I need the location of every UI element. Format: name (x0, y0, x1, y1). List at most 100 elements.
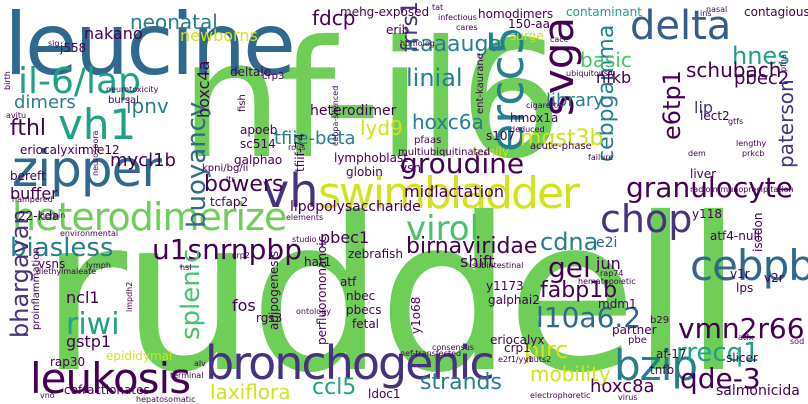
word-ruddell: ruddell (40, 172, 743, 404)
word-bzip: bzip (614, 341, 698, 390)
word-22-kda: 22-kda (18, 209, 60, 223)
word-vh1: vh1 (58, 100, 137, 149)
word-biasless: biasless (10, 233, 114, 263)
word-eriocalyx: eriocalyx (490, 333, 545, 347)
word-leucine: leucine (4, 0, 296, 95)
word-nef-transfected: nef-transfected (400, 349, 462, 358)
word-mdm1: mdm1 (598, 297, 637, 311)
word-laxiflora: laxiflora (210, 380, 291, 404)
word-cacc: cacc (550, 35, 569, 44)
word-riwi: riwi (66, 307, 120, 342)
word-slicer: slicer (726, 351, 758, 365)
word-neurotoxicity: neurotoxicity (106, 85, 159, 94)
word-cebpb: cebpb (690, 241, 808, 290)
word-e6tp1: e6tp1 (658, 70, 686, 140)
word-qde-3: qde-3 (680, 362, 761, 395)
word-strands: strands (420, 370, 502, 395)
word-fabp1b: fabp1b (540, 278, 618, 303)
word-mgst3b: mgst3b (520, 126, 604, 151)
word-deltale: deltale (230, 65, 272, 79)
word-ontology: ontology (296, 307, 331, 316)
word-vh: vh (262, 164, 319, 218)
word-pfna: pfna (779, 54, 788, 72)
word-mobility: mobility (530, 362, 611, 386)
word-pbecs: pbecs (346, 303, 382, 317)
word-ent-kaurane: ent-kaurane (475, 53, 486, 114)
word-sc514: sc514 (240, 137, 276, 151)
word-muts2: muts2 (526, 355, 552, 364)
word-lyd9: lyd9 (360, 116, 403, 140)
word-l10a6.2: l10a6.2 (536, 301, 642, 334)
word-lengthy: lengthy (736, 139, 767, 148)
word-avitu: avitu (6, 111, 27, 120)
word-crp2: crp2 (232, 251, 250, 260)
word-cigarette: cigarette (526, 101, 562, 110)
word-vsn: vsn (400, 161, 421, 175)
word-isodon: isodon (751, 212, 765, 253)
word-fish: fish (237, 94, 248, 112)
word-shift: shift (460, 252, 495, 271)
word-swimbladder: swimbladder (318, 168, 580, 219)
word-bowers: bowers (204, 172, 284, 197)
word-tfiif-74: tfiif-74 (293, 133, 307, 172)
word-birnaviridae: birnaviridae (406, 234, 538, 259)
word-galphao: galphao (234, 153, 283, 167)
word-hoxc8a: hoxc8a (590, 376, 655, 397)
word-elements: elements (286, 213, 324, 222)
word-mle12: mle12 (82, 143, 120, 157)
word-perfluorononanoic: perfluorononanoic (315, 235, 329, 345)
word-groudine: groudine (400, 147, 525, 180)
word-sig: sig (48, 39, 60, 48)
word-environmental: environmental (60, 229, 119, 238)
word-e2f1-yy1: e2f1/yy1 (498, 355, 534, 364)
word-y118: y118 (692, 207, 723, 221)
word-neurospora: neurospora (91, 130, 100, 176)
word-electrophoretic: electrophoretic (530, 391, 591, 400)
word-cdna: cdna (540, 228, 599, 256)
word-liver: liver (690, 167, 717, 181)
word-caaauga: caaauga (408, 32, 502, 57)
word-studio: studio (292, 235, 317, 244)
word-schubach: schubach (686, 58, 782, 82)
word-fetal: fetal (352, 317, 379, 331)
word-nf-il6: nf-il6 (180, 7, 562, 195)
word-heterodimerize: heterodimerize (12, 195, 287, 239)
word-atfx: atfx (738, 333, 754, 342)
word-lps: lps (736, 281, 754, 295)
word-fthl: fthl (10, 116, 47, 141)
word-rrecq1: rrecq1 (676, 338, 760, 368)
word-epididymal: epididymal (106, 349, 173, 363)
word-hampered: hampered (12, 195, 53, 204)
word-contaminant: contaminant (566, 5, 642, 19)
word-tfiie-beta: tfiie-beta (274, 128, 356, 149)
word-terminal: terminal (170, 371, 204, 380)
word-homodimers: homodimers (478, 7, 554, 21)
word-midlactation: midlactation (404, 182, 504, 201)
word-tat: tat (432, 3, 444, 12)
word-tnfb: tnfb (650, 363, 675, 377)
word-ipnv: ipnv (126, 94, 169, 118)
word-gstp1: gstp1 (66, 332, 112, 351)
word-contagious: contagious (744, 5, 808, 19)
word-family: family (472, 145, 510, 159)
word-s107: s107 (486, 129, 516, 143)
word-tcfap2: tcfap2 (210, 195, 249, 209)
word-zebrafish: zebrafish (348, 247, 404, 261)
word-atf: atf (340, 275, 357, 289)
word-heroin: heroin (40, 211, 66, 220)
word-hat1: hat1 (304, 255, 332, 269)
word-hsl: hsl (180, 263, 192, 272)
word-partner: partner (612, 323, 657, 337)
word-erib: erib (386, 23, 410, 37)
word-jun: jun (596, 254, 621, 273)
word-bursal: bursal (108, 95, 139, 106)
word-crp1: crp1 (504, 341, 531, 355)
word-eriocalyxin: eriocalyxin (20, 143, 86, 157)
word-u1snrnpbp: u1snrnpbp (152, 233, 302, 266)
word-delta: delta (630, 3, 732, 49)
word-lect2: lect2 (700, 109, 730, 123)
word-lipopolysaccharide: lipopolysaccharide (290, 199, 421, 215)
word-chop: chop (600, 197, 693, 241)
word-pfaas: pfaas (414, 135, 442, 146)
